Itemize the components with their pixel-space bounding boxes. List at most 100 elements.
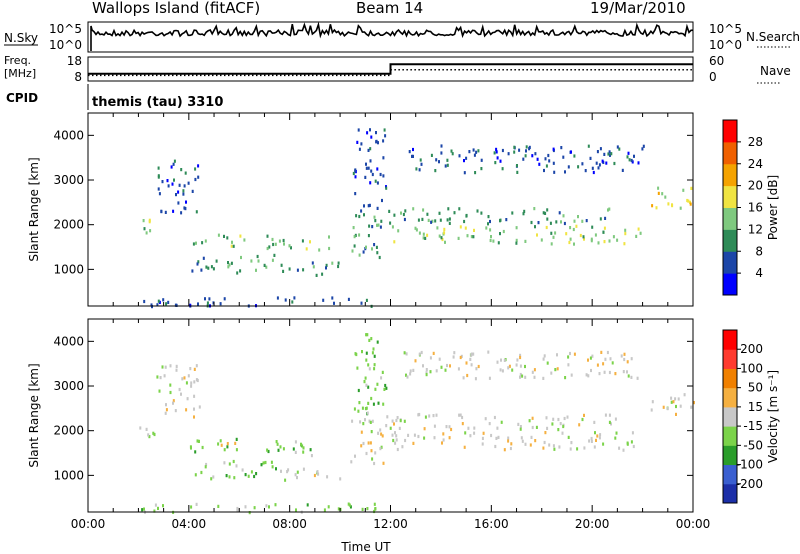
power-cell <box>585 219 588 223</box>
nave-label: Nave <box>760 64 791 78</box>
velocity-cell <box>618 446 621 450</box>
velocity-cell <box>353 407 356 411</box>
velocity-cell <box>542 376 545 380</box>
power-cell <box>210 265 213 269</box>
power-cell <box>183 184 186 188</box>
power-cell <box>448 221 451 225</box>
power-cell <box>223 297 226 301</box>
power-cell <box>367 234 370 238</box>
power-cell <box>362 250 365 254</box>
power-cell <box>175 193 177 197</box>
power-cell <box>441 237 444 242</box>
power-cell <box>367 166 370 170</box>
velocity-cell <box>380 432 383 436</box>
cpid-text: themis (tau) 3310 <box>92 95 223 110</box>
power-cell <box>630 158 633 163</box>
velocity-cell <box>190 505 193 509</box>
power-cell <box>177 190 180 194</box>
velocity-cell <box>284 478 287 482</box>
velocity-cell <box>501 369 504 373</box>
velocity-cell <box>414 359 417 363</box>
station-title: Wallops Island (fitACF) <box>92 0 260 17</box>
colorbar-tick-label: -15 <box>743 419 763 433</box>
power-cell <box>379 172 382 177</box>
velocity-cell <box>520 436 523 440</box>
power-cell <box>511 211 514 215</box>
velocity-cell <box>550 371 553 375</box>
power-cell <box>311 261 314 265</box>
velocity-cell <box>141 508 144 512</box>
velocity-cell <box>361 507 364 511</box>
velocity-cell <box>481 442 484 446</box>
velocity-cell <box>470 363 473 367</box>
power-cell <box>282 269 285 273</box>
power-cell <box>288 267 291 271</box>
cpid-label: CPID <box>6 91 38 105</box>
velocity-cell <box>623 352 626 356</box>
power-cell <box>374 219 377 223</box>
power-colorbar: 4 8 12 16 20 24 28 Power [dB] <box>722 119 780 296</box>
velocity-cell <box>457 367 460 371</box>
power-cell <box>446 163 449 167</box>
power-cell <box>540 238 543 242</box>
velocity-cell <box>496 426 499 430</box>
colorbar-tick-label: -200 <box>736 477 763 491</box>
power-cell <box>347 297 350 301</box>
power-cell <box>682 188 685 192</box>
velocity-cell <box>620 354 623 358</box>
y-tick-label: 4000 <box>53 128 84 142</box>
velocity-cell <box>596 434 599 438</box>
power-cell <box>370 169 373 173</box>
velocity-colorbar-swatch <box>723 387 737 408</box>
velocity-cell <box>477 364 480 369</box>
velocity-cell <box>360 444 363 448</box>
velocity-cell <box>373 354 376 358</box>
velocity-cell <box>371 457 374 461</box>
velocity-cell <box>519 372 522 377</box>
velocity-cell <box>576 447 579 451</box>
velocity-cell <box>361 406 364 410</box>
power-cell <box>374 179 377 183</box>
power-cell <box>635 234 638 238</box>
power-cell <box>328 235 330 239</box>
colorbar-tick-label: 100 <box>740 361 763 375</box>
power-cell <box>364 175 367 179</box>
velocity-cell <box>453 351 456 355</box>
power-cell <box>160 209 163 213</box>
velocity-cell <box>608 413 611 417</box>
velocity-cell <box>164 411 167 415</box>
velocity-cell <box>425 373 428 377</box>
velocity-cell <box>360 430 363 434</box>
velocity-cell <box>484 417 487 421</box>
velocity-colorbar-swatch <box>723 330 737 350</box>
velocity-cell <box>558 445 561 449</box>
velocity-cell <box>204 465 207 469</box>
beam-title: Beam 14 <box>356 0 423 17</box>
power-cell <box>223 234 225 238</box>
power-cell <box>605 161 608 165</box>
x-axis-label: Time UT <box>340 540 391 554</box>
velocity-cell <box>598 372 601 376</box>
power-cell <box>333 301 335 305</box>
power-cell <box>414 226 417 230</box>
velocity-cell <box>469 357 472 361</box>
power-cell <box>562 214 565 218</box>
power-cell <box>331 261 334 265</box>
power-cell <box>354 192 357 196</box>
velocity-cell <box>587 358 589 362</box>
freq-panel <box>87 56 694 82</box>
power-cell <box>575 224 578 228</box>
power-cell <box>609 153 611 157</box>
power-cell <box>558 211 561 215</box>
velocity-cell <box>470 353 473 357</box>
velocity-cell <box>569 447 572 451</box>
power-cell <box>312 265 315 269</box>
velocity-cell <box>381 434 384 438</box>
power-cell <box>444 240 446 244</box>
power-cell <box>525 149 527 153</box>
power-cell <box>278 239 281 243</box>
velocity-cell <box>244 505 247 509</box>
power-cell <box>537 221 540 225</box>
power-cell <box>470 235 473 239</box>
velocity-cell <box>379 428 382 432</box>
